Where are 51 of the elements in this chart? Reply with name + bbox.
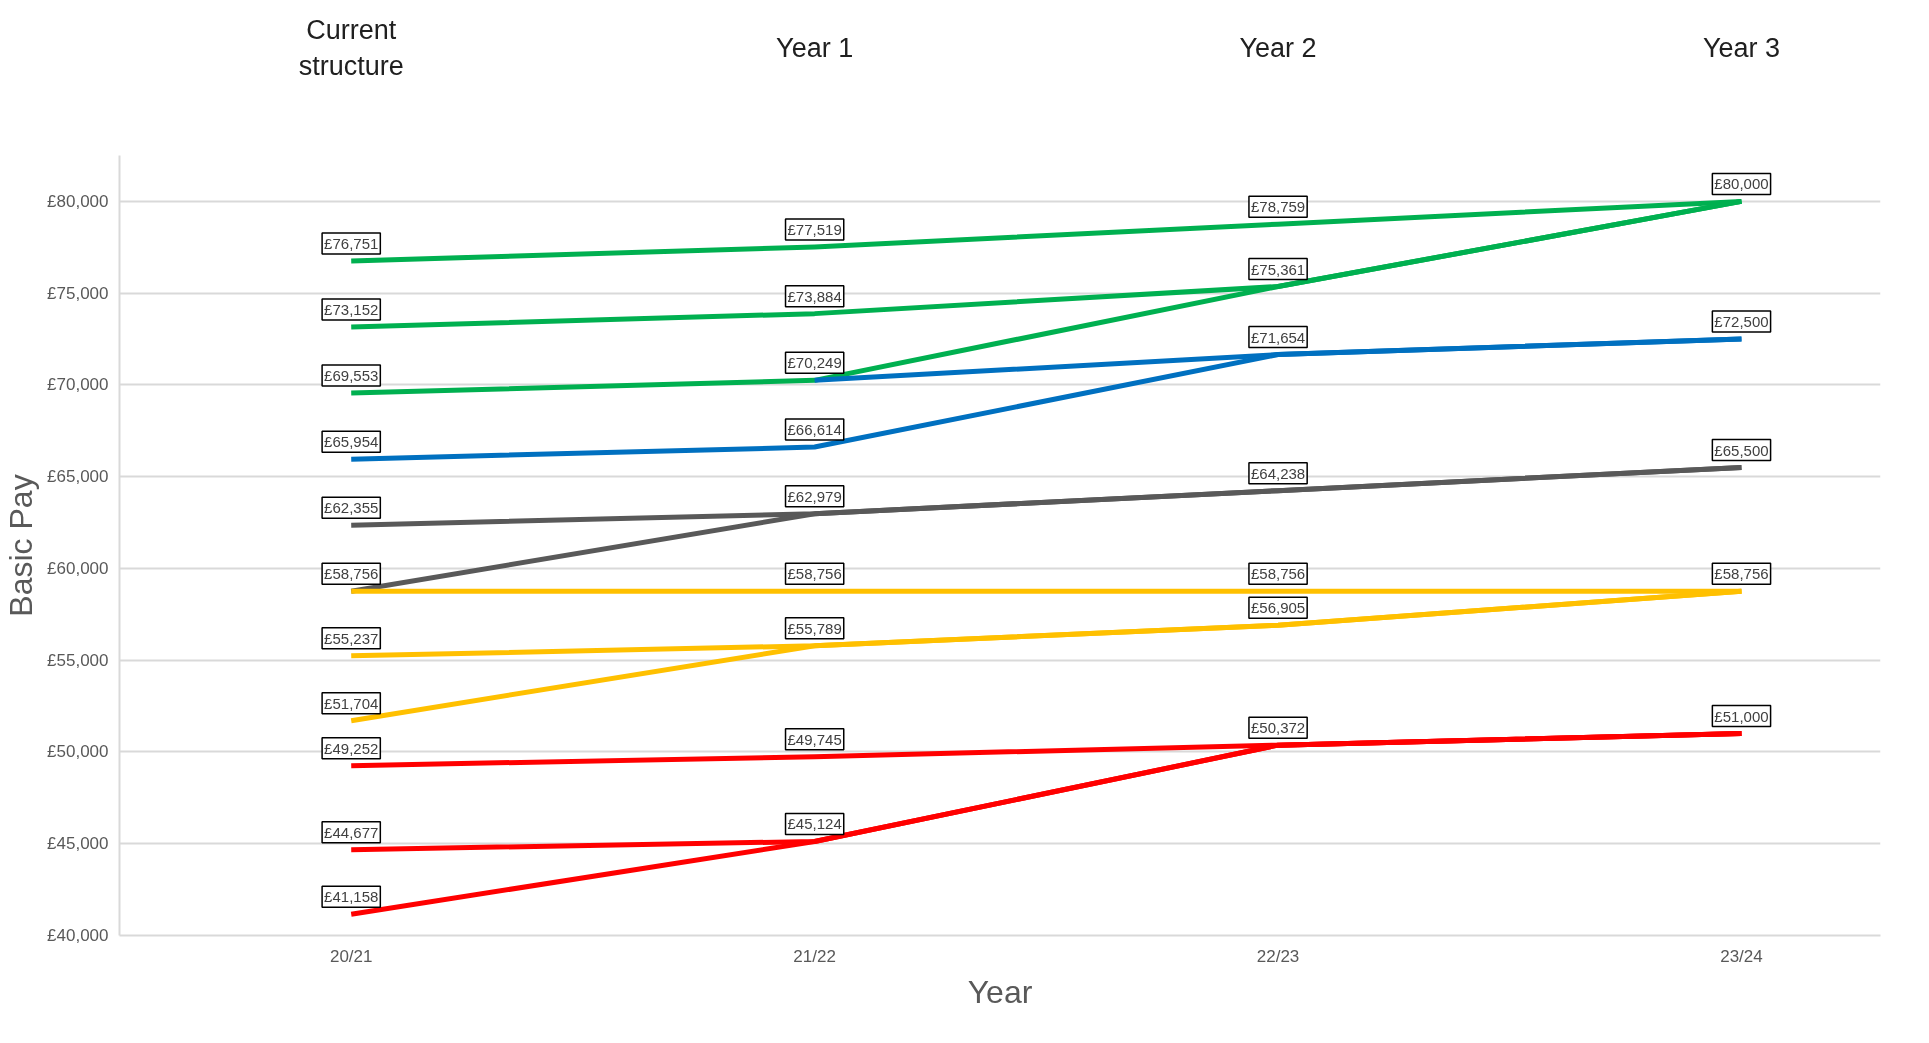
x-tick-label: 22/23 [1256, 946, 1300, 966]
data-label: £51,000 [1714, 707, 1769, 725]
data-label: £50,372 [1250, 719, 1306, 737]
data-label: £66,614 [787, 421, 842, 439]
data-label: £58,756 [324, 565, 379, 583]
data-label: £62,355 [324, 499, 379, 517]
data-label: £73,884 [787, 287, 842, 305]
y-tick-label: £40,000 [47, 926, 109, 945]
data-label: £58,756 [787, 565, 842, 583]
x-tick-label: 21/22 [793, 946, 836, 966]
data-label: £41,158 [324, 888, 379, 906]
y-tick-label: £75,000 [47, 283, 109, 303]
y-tick-label: £70,000 [47, 375, 109, 395]
data-label: £58,756 [1250, 565, 1306, 583]
data-label: £76,751 [324, 235, 379, 253]
data-label: £45,124 [787, 815, 842, 833]
data-label: £49,745 [787, 730, 842, 748]
data-label: £56,905 [1250, 599, 1306, 617]
y-tick-label: £55,000 [47, 650, 109, 670]
y-axis-title: Basic Pay [3, 474, 40, 617]
data-label: £65,954 [324, 433, 379, 451]
x-axis-title: Year [967, 973, 1033, 1010]
x-tick-label: 20/21 [329, 946, 373, 966]
y-tick-label: £80,000 [47, 191, 109, 211]
data-label: £70,249 [787, 354, 842, 372]
data-label: £62,979 [787, 487, 842, 505]
data-label: £78,759 [1250, 198, 1306, 216]
x-tick-label: 23/24 [1720, 946, 1763, 966]
data-label: £49,252 [324, 739, 379, 757]
text: Current structure [298, 15, 404, 81]
data-label: £69,553 [324, 367, 379, 385]
data-label: £64,238 [1250, 464, 1306, 482]
text: Year 2 [1239, 33, 1317, 63]
data-label: £71,654 [1250, 328, 1306, 346]
data-label: £65,500 [1714, 441, 1769, 459]
data-label: £72,500 [1714, 313, 1769, 331]
data-label: £80,000 [1714, 175, 1769, 193]
y-tick-label: £60,000 [47, 558, 109, 578]
data-label: £73,152 [324, 301, 379, 319]
y-tick-label: £50,000 [47, 742, 109, 762]
data-label: £55,789 [787, 619, 842, 637]
y-tick-label: £45,000 [47, 834, 109, 854]
data-label: £58,756 [1714, 565, 1769, 583]
data-label: £77,519 [787, 220, 842, 238]
data-label: £75,361 [1250, 260, 1306, 278]
data-label: £51,704 [324, 694, 379, 712]
text: Year 1 [776, 33, 854, 63]
text: Year 3 [1702, 33, 1781, 63]
y-tick-label: £65,000 [47, 467, 109, 487]
data-label: £55,237 [324, 629, 379, 647]
data-label: £44,677 [324, 823, 379, 841]
